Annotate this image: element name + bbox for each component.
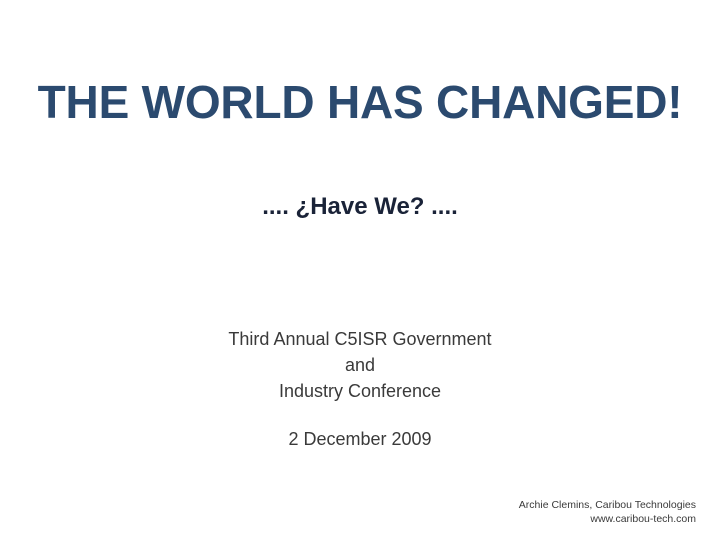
attribution: Archie Clemins, Caribou Technologies www… — [519, 498, 696, 526]
attribution-website: www.caribou-tech.com — [590, 513, 696, 525]
page-title: THE WORLD HAS CHANGED! — [37, 76, 683, 128]
attribution-presenter: Archie Clemins, Caribou Technologies — [518, 499, 696, 511]
event-date: 2 December 2009 — [288, 429, 432, 449]
event-details: Third Annual C5ISR Government and Indust… — [0, 326, 720, 404]
event-line-3: Industry Conference — [278, 381, 442, 401]
slide-subtitle: .... ¿Have We? .... — [262, 193, 458, 220]
event-line-2: and — [344, 355, 376, 375]
event-line-1: Third Annual C5ISR Government — [228, 329, 492, 349]
